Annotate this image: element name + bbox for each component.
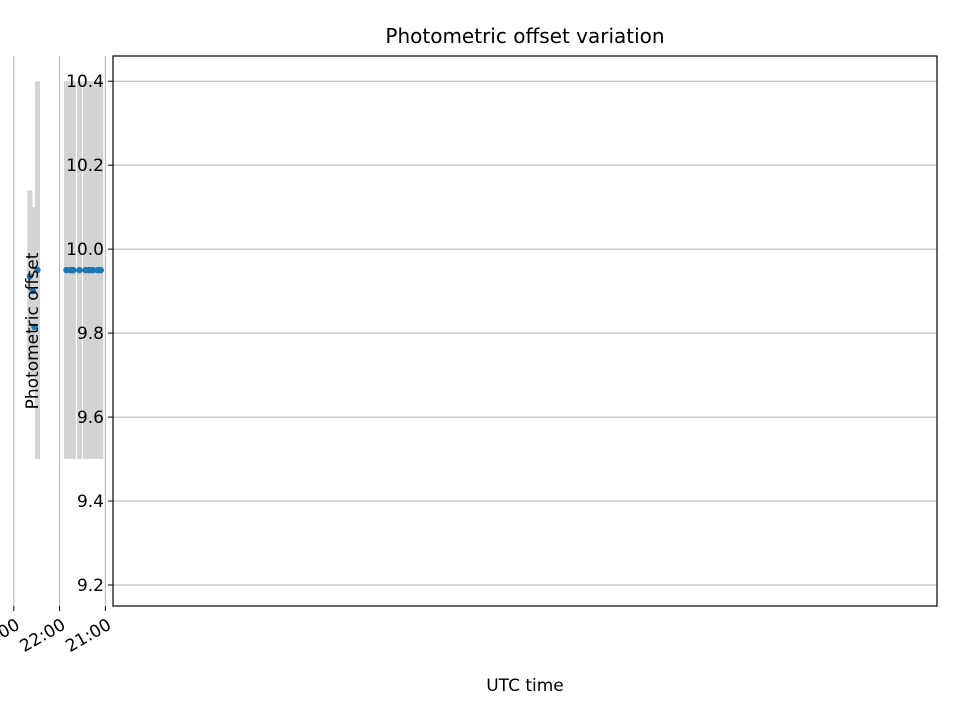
data-point: [63, 266, 70, 274]
grid: [13, 56, 937, 606]
y-tick-label: 9.6: [77, 408, 104, 428]
y-tick-label: 9.2: [77, 576, 104, 596]
y-tick-label: 10.4: [66, 72, 104, 92]
y-axis-label: Photometric offset: [23, 252, 43, 409]
data-points: [26, 266, 104, 331]
data-point: [82, 266, 89, 274]
y-axis-ticks: 9.2 9.4 9.6 9.8 10.0 10.2 10.4: [66, 72, 113, 596]
plot-area-frame: [112, 55, 938, 607]
y-tick-label: 9.4: [77, 492, 104, 512]
y-tick-label: 10.0: [66, 240, 104, 260]
y-tick-label: 10.2: [66, 156, 104, 176]
data-point: [26, 273, 34, 280]
data-point: [94, 266, 101, 274]
data-point: [31, 323, 38, 331]
data-point: [76, 266, 83, 274]
chart-title: Photometric offset variation: [385, 24, 664, 48]
y-tick-label: 9.8: [77, 324, 104, 344]
data-point: [29, 287, 37, 295]
x-axis-label: UTC time: [486, 676, 564, 696]
data-point: [34, 266, 41, 274]
